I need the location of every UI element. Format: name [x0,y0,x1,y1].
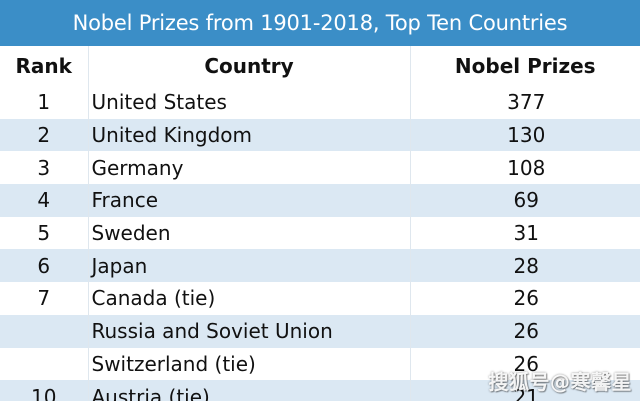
prizes-cell: 28 [410,249,640,283]
prizes-cell: 130 [410,118,640,152]
table-row: Switzerland (tie) 26 [0,347,640,381]
country-cell: Japan [88,249,411,283]
nobel-table: Rank Country Nobel Prizes 1 United State… [0,46,640,401]
prizes-cell: 377 [507,90,546,115]
rank-cell: 4 [0,184,89,217]
rank-cell: 1 [0,86,89,119]
rank-cell [0,347,89,381]
country-cell: France [88,184,411,217]
table-row: 5 Sweden 31 [0,216,640,250]
header-rank: Rank [0,46,89,86]
rank-cell: 5 [0,216,89,250]
table-row: 1 United States 377 [0,86,640,119]
table-row: Russia and Soviet Union 26 [0,314,640,348]
country-cell: Canada (tie) [88,282,411,315]
table-title: Nobel Prizes from 1901-2018, Top Ten Cou… [0,0,640,46]
country-cell: Switzerland (tie) [88,347,411,381]
rank-cell: 10 [0,380,89,401]
country-cell: Austria (tie) [88,380,411,401]
rank-cell: 7 [0,282,89,315]
rank-cell: 2 [0,118,89,152]
prizes-cell: 21 [410,380,640,401]
prizes-cell: 26 [513,286,539,311]
rank-cell [0,314,89,348]
country-cell: Russia and Soviet Union [88,314,411,348]
prizes-cell: 26 [513,351,539,376]
table-row: 7 Canada (tie) 26 [0,282,640,315]
country-cell: Sweden [88,216,411,250]
watermark-text: 搜狐号@寒馨星 [488,370,632,394]
table-row: 6 Japan 28 [0,249,640,283]
table-row: 3 Germany 108 [0,151,640,185]
country-cell: United States [88,86,411,119]
table-row: 2 United Kingdom 130 [0,118,640,152]
prizes-cell: 69 [410,184,640,217]
rank-cell: 6 [0,249,89,283]
country-cell: Germany [88,151,411,185]
header-row: Rank Country Nobel Prizes [0,46,640,86]
prizes-cell: 26 [410,314,640,348]
header-prizes: Nobel Prizes [410,46,640,86]
rank-cell: 3 [0,151,89,185]
country-cell: United Kingdom [88,118,411,152]
prizes-cell: 31 [513,221,539,246]
table-row: 10 Austria (tie) 21 [0,380,640,401]
table-row: 4 France 69 [0,184,640,217]
header-country: Country [88,46,411,86]
prizes-cell: 108 [507,155,546,180]
